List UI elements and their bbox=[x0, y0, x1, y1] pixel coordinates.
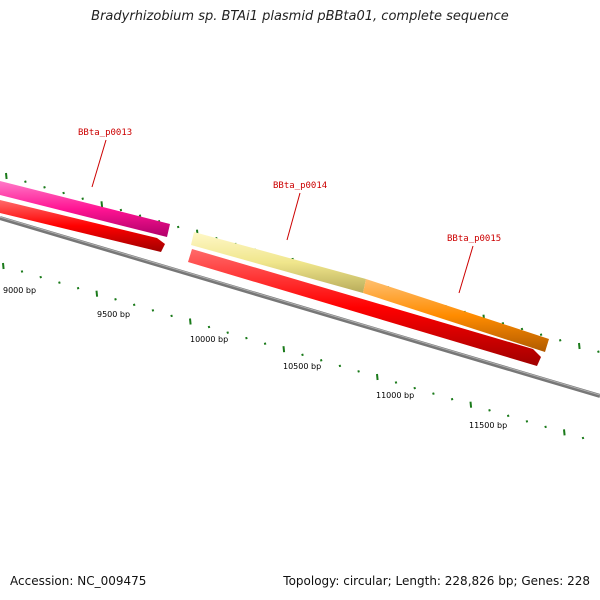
scale-label-10000: 10000 bp bbox=[190, 335, 228, 344]
upper-tick bbox=[100, 201, 104, 208]
plasmid-backbone bbox=[0, 216, 600, 398]
lower-tick bbox=[39, 275, 42, 279]
lower-tick bbox=[58, 281, 61, 284]
lower-tick bbox=[413, 386, 416, 390]
upper-tick bbox=[119, 208, 123, 212]
map-title: Bradyrhizobium sp. BTAi1 plasmid pBBta01… bbox=[91, 9, 509, 24]
leader-line-bbta-p0014 bbox=[286, 192, 301, 241]
lower-tick bbox=[2, 262, 5, 270]
cds-arrow-1[interactable] bbox=[0, 200, 165, 252]
upper-tick bbox=[43, 186, 46, 189]
lower-tick bbox=[263, 342, 267, 345]
lower-tick bbox=[20, 270, 24, 273]
lower-tick bbox=[301, 353, 304, 357]
scale-label-9500: 9500 bp bbox=[97, 310, 130, 319]
lower-tick bbox=[95, 290, 99, 297]
lower-tick bbox=[357, 370, 360, 373]
lower-tick bbox=[432, 392, 435, 395]
lower-tick bbox=[506, 414, 510, 418]
lower-tick bbox=[189, 318, 192, 325]
lower-tick-marks bbox=[2, 262, 585, 440]
lower-tick bbox=[319, 359, 323, 362]
scale-label-11500: 11500 bp bbox=[469, 421, 507, 430]
gene-label-bbta-p0015: BBta_p0015 bbox=[447, 234, 501, 244]
lower-tick bbox=[76, 286, 80, 290]
lower-tick bbox=[151, 309, 155, 312]
gene-feature-bbta-p0015[interactable] bbox=[363, 279, 549, 352]
lower-tick bbox=[170, 314, 173, 318]
upper-tick bbox=[5, 172, 8, 180]
upper-tick bbox=[138, 214, 142, 217]
lower-tick bbox=[376, 373, 379, 381]
upper-tick bbox=[62, 191, 65, 195]
gene-label-bbta-p0013: BBta_p0013 bbox=[78, 128, 132, 138]
scale-label-10500: 10500 bp bbox=[283, 362, 321, 371]
gene-feature-bbta-p0013[interactable] bbox=[0, 181, 170, 237]
upper-tick bbox=[597, 350, 600, 353]
scale-label-11000: 11000 bp bbox=[376, 391, 414, 400]
lower-tick bbox=[245, 336, 248, 340]
leader-line-bbta-p0013 bbox=[91, 139, 107, 188]
scale-label-9000: 9000 bp bbox=[3, 286, 36, 295]
lower-tick bbox=[544, 425, 547, 429]
lower-tick bbox=[581, 436, 585, 440]
lower-tick bbox=[282, 346, 286, 353]
lower-tick bbox=[338, 364, 342, 368]
upper-tick bbox=[558, 339, 562, 342]
lower-tick bbox=[450, 397, 454, 401]
lower-tick bbox=[394, 381, 398, 384]
gene-feature-bbta-p0014[interactable] bbox=[191, 232, 366, 293]
lower-tick bbox=[525, 420, 529, 423]
lower-tick bbox=[563, 429, 566, 436]
gene-label-bbta-p0014: BBta_p0014 bbox=[273, 181, 327, 191]
upper-tick bbox=[539, 333, 543, 336]
lower-tick bbox=[226, 331, 229, 334]
lower-tick bbox=[469, 401, 473, 408]
upper-tick bbox=[24, 180, 27, 183]
lower-tick bbox=[114, 298, 117, 301]
leader-line-bbta-p0015 bbox=[458, 245, 474, 294]
upper-tick bbox=[520, 327, 524, 331]
lower-tick bbox=[488, 409, 491, 412]
lower-tick bbox=[132, 303, 136, 307]
accession-text: Accession: NC_009475 bbox=[10, 574, 147, 588]
upper-tick bbox=[176, 225, 180, 229]
lower-tick bbox=[207, 325, 211, 329]
upper-tick bbox=[578, 342, 581, 350]
upper-tick bbox=[81, 197, 84, 200]
backbone-highlight bbox=[0, 216, 600, 396]
sequence-summary-text: Topology: circular; Length: 228,826 bp; … bbox=[283, 574, 590, 588]
cds-arrow-2[interactable] bbox=[188, 249, 541, 366]
